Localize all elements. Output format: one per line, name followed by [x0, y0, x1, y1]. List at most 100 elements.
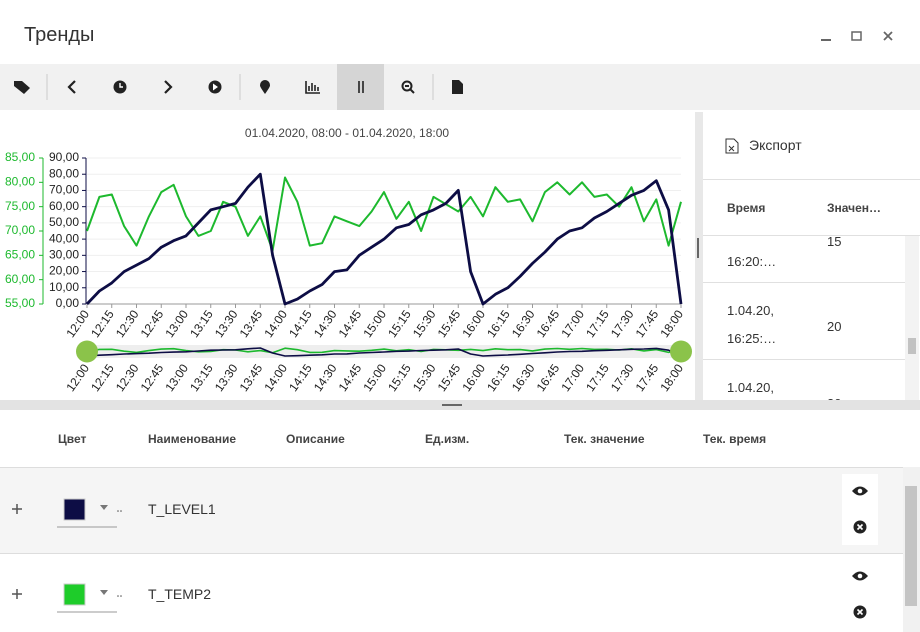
navigator-handle [670, 340, 692, 363]
eye-pupil [857, 488, 863, 494]
vertical-splitter[interactable] [695, 112, 703, 400]
toolbar-icons [14, 74, 463, 100]
maximize[interactable] [851, 31, 862, 41]
x-tick-label: 12:15 [88, 307, 117, 340]
navigator-label: 14:30 [311, 361, 340, 394]
dropdown-arrow [100, 505, 108, 510]
close[interactable] [883, 31, 893, 41]
x-tick-label: 13:30 [212, 307, 241, 340]
zoom-icon[interactable] [401, 80, 413, 92]
y-tick-label: 70,00 [49, 183, 79, 197]
x-tick-label: 17:30 [608, 307, 637, 340]
y2-tick-label: 75,00 [5, 199, 35, 213]
navigator-label: 17:30 [608, 361, 637, 394]
bars-icon[interactable] [305, 81, 320, 94]
navigator-label: 16:45 [534, 361, 563, 394]
x-tick-label: 16:00 [459, 307, 488, 340]
x-tick-label: 14:00 [261, 307, 290, 340]
y-tick-label: 90,00 [49, 150, 79, 164]
y2-tick-label: 85,00 [5, 150, 35, 164]
dropdown-dot [120, 510, 122, 512]
y2-tick-label: 55,00 [5, 296, 35, 310]
excel-icon [725, 138, 739, 154]
color-swatch[interactable] [63, 498, 86, 521]
navigator-line [86, 347, 682, 354]
x-tick-label: 17:45 [633, 307, 662, 340]
navigator-label: 13:45 [237, 361, 266, 394]
x-tick-label: 15:30 [410, 307, 439, 340]
navigator-label: 17:45 [633, 361, 662, 394]
active-button[interactable] [337, 64, 384, 110]
x-tick-label: 13:00 [162, 307, 191, 340]
chart: 01.04.2020, 08:00 - 01.04.2020, 18:00 0,… [5, 126, 692, 394]
tags-icon[interactable] [14, 81, 30, 94]
navigator-label: 18:00 [657, 361, 686, 394]
navigator-label: 17:15 [583, 361, 612, 394]
y-tick-label: 0,00 [56, 296, 80, 310]
export-panel: Экспорт Время Значен… 16:20:… 15 1.04.20, 16… [703, 112, 920, 400]
remove-cross [856, 608, 864, 616]
row-icons [12, 474, 878, 545]
navigator-label: 12:30 [113, 361, 142, 394]
row-divider [703, 359, 905, 360]
time-cell: 1.04.20, [727, 380, 774, 395]
navigator-label: 13:00 [162, 361, 191, 394]
x-tick-label: 17:15 [583, 307, 612, 340]
y-tick-label: 60,00 [49, 199, 79, 213]
cursor-icon[interactable] [358, 81, 364, 93]
column-header: Ед.изм. [425, 432, 470, 446]
export-button[interactable]: Экспорт [749, 137, 802, 153]
tags-table: Цвет Наименование Описание Ед.изм. Тек. знач… [0, 410, 920, 632]
time-cell: 1.04.20, 16:25:… [727, 303, 777, 346]
navigator-label: 12:45 [138, 361, 167, 394]
navigator-label: 16:15 [484, 361, 513, 394]
value-cell: 30 [827, 396, 841, 400]
column-header: Значен… [827, 201, 882, 215]
expand-button[interactable] [12, 504, 22, 514]
eye-pupil [857, 573, 863, 579]
color-swatch[interactable] [63, 583, 86, 606]
navigator-line [86, 347, 682, 357]
navigator-label: 12:00 [63, 361, 92, 394]
row-icons [12, 571, 868, 619]
y2-tick-label: 80,00 [5, 175, 35, 189]
dropdown-dot [117, 510, 119, 512]
y-tick-label: 10,00 [49, 280, 79, 294]
column-header: Время [727, 201, 766, 215]
x-tick-label: 12:00 [63, 307, 92, 340]
column-header: Тек. значение [564, 432, 645, 446]
column-header: Тек. время [703, 432, 767, 446]
window-controls[interactable] [810, 26, 900, 48]
action-card [842, 474, 878, 545]
navigator-label: 13:15 [187, 361, 216, 394]
navigator-label: 15:30 [410, 361, 439, 394]
next-icon[interactable] [164, 80, 173, 94]
x-tick-label: 16:30 [509, 307, 538, 340]
x-tick-label: 15:15 [385, 307, 414, 340]
pdf-icon[interactable] [452, 80, 463, 94]
scroll-thumb[interactable] [908, 338, 916, 354]
scroll-thumb[interactable] [905, 486, 917, 606]
column-header: Цвет [58, 432, 87, 446]
navigator-label: 13:30 [212, 361, 241, 394]
x-tick-label: 17:00 [558, 307, 587, 340]
navigator-label: 16:30 [509, 361, 538, 394]
scrollbar[interactable] [905, 236, 919, 400]
row-bg [0, 467, 903, 554]
row-divider [703, 282, 905, 283]
window-title: Тренды [24, 24, 95, 46]
pin-icon[interactable] [260, 80, 270, 94]
navigator-label: 15:45 [435, 361, 464, 394]
y-tick-label: 20,00 [49, 264, 79, 278]
dropdown-arrow [100, 590, 108, 595]
series-line [85, 172, 683, 306]
navigator-label: 17:00 [558, 361, 587, 394]
value-cell: 15 [827, 234, 842, 249]
x-tick-label: 15:00 [360, 307, 389, 340]
x-tick-label: 12:30 [113, 307, 142, 340]
y-tick-label: 50,00 [49, 215, 79, 229]
y2-tick-label: 70,00 [5, 223, 35, 237]
expand-button[interactable] [12, 589, 22, 599]
x-tick-label: 13:45 [237, 307, 266, 340]
prev-icon[interactable] [67, 80, 76, 94]
